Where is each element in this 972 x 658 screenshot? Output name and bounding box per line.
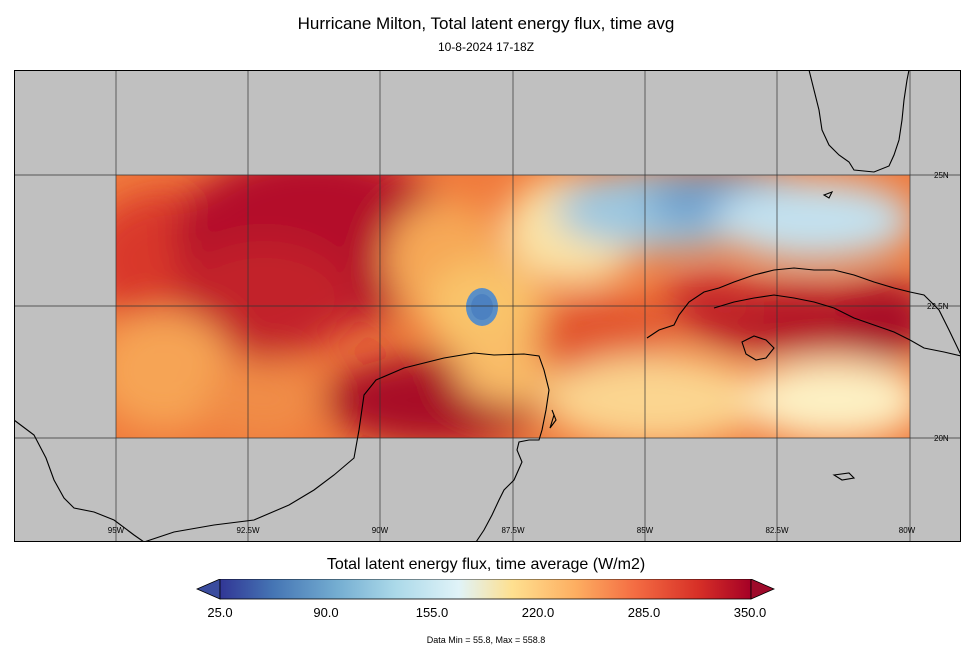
colorbar-tick: 285.0 — [628, 605, 661, 620]
colorbar-tick-labels: 25.0 90.0 155.0 220.0 285.0 350.0 — [207, 605, 766, 620]
lon-label: 92.5W — [236, 526, 260, 535]
lat-label: 20N — [934, 434, 949, 443]
flux-field — [116, 175, 910, 438]
coastlines — [14, 70, 961, 542]
lon-label: 95W — [108, 526, 125, 535]
colorbar: 25.0 90.0 155.0 220.0 285.0 350.0 — [195, 579, 776, 620]
lon-label: 90W — [372, 526, 389, 535]
data-range-note: Data Min = 55.8, Max = 558.8 — [426, 635, 546, 645]
lat-labels: 25N 22.5N 20N — [927, 171, 949, 443]
lon-label: 80W — [899, 526, 916, 535]
colorbar-over-arrow — [750, 579, 776, 600]
colorbar-tick: 25.0 — [207, 605, 232, 620]
lon-label: 85W — [637, 526, 654, 535]
colorbar-tick: 350.0 — [734, 605, 767, 620]
lon-label: 87.5W — [501, 526, 525, 535]
colorbar-tick: 220.0 — [522, 605, 555, 620]
graticule — [14, 70, 961, 542]
lat-label: 22.5N — [927, 302, 949, 311]
colorbar-under-arrow — [195, 579, 221, 600]
lon-labels: 95W 92.5W 90W 87.5W 85W 82.5W 80W — [108, 526, 916, 535]
map-frame — [14, 70, 961, 542]
colorbar-ramp — [219, 579, 752, 600]
map-title: Hurricane Milton, Total latent energy fl… — [297, 14, 675, 33]
map-subtitle: 10-8-2024 17-18Z — [437, 40, 535, 54]
colorbar-title: Total latent energy flux, time average (… — [326, 556, 646, 573]
lon-label: 82.5W — [765, 526, 789, 535]
map-panel: 95W 92.5W 90W 87.5W 85W 82.5W 80W 25N 22… — [14, 70, 961, 542]
colorbar-tick: 155.0 — [416, 605, 449, 620]
colorbar-tick: 90.0 — [313, 605, 338, 620]
lat-label: 25N — [934, 171, 949, 180]
